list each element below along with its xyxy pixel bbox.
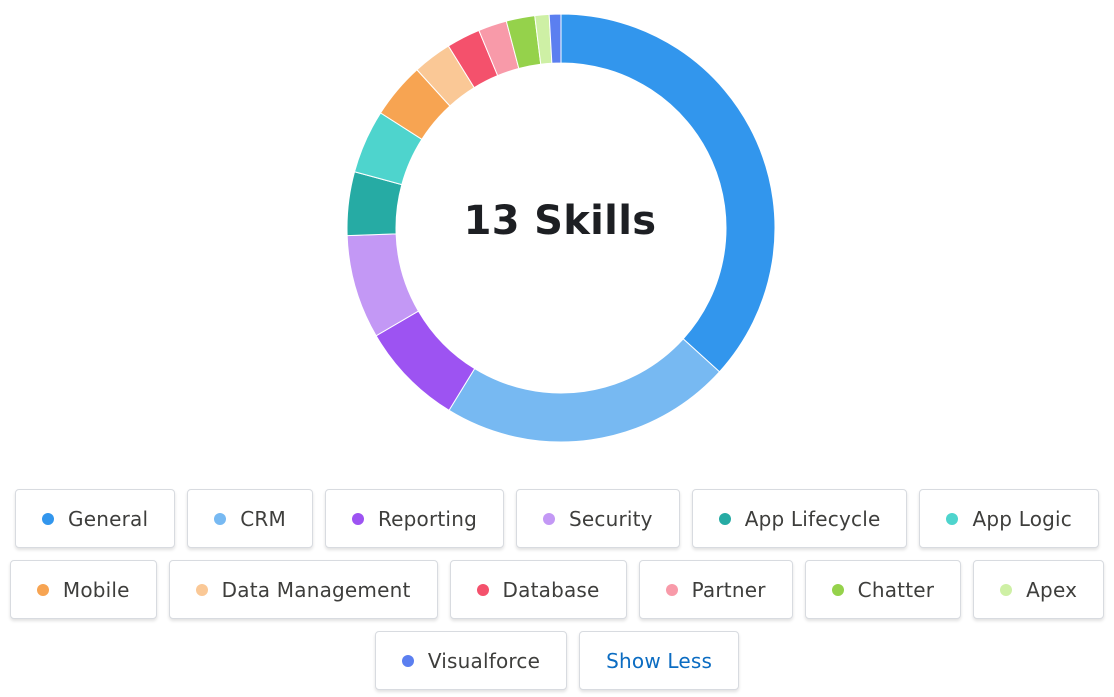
- legend-label: App Logic: [972, 506, 1072, 531]
- legend-item-general[interactable]: General: [15, 489, 176, 548]
- legend-label: CRM: [240, 506, 286, 531]
- apex-dot-icon: [1000, 583, 1013, 596]
- app-logic-dot-icon: [946, 512, 959, 525]
- donut-slice-crm[interactable]: [448, 338, 721, 443]
- mobile-dot-icon: [36, 583, 49, 596]
- legend-item-visualforce[interactable]: Visualforce: [374, 631, 568, 690]
- legend-label: App Lifecycle: [744, 506, 881, 531]
- legend-item-reporting[interactable]: Reporting: [324, 489, 504, 548]
- legend-label: General: [68, 506, 149, 531]
- skills-donut-chart: 13 Skills: [346, 13, 776, 443]
- legend-item-crm[interactable]: CRM: [187, 489, 313, 548]
- legend-row-1: General CRM Reporting Security App Lifec…: [0, 489, 1114, 548]
- legend-label: Partner: [691, 577, 766, 602]
- general-dot-icon: [42, 512, 54, 525]
- visualforce-dot-icon: [401, 654, 414, 667]
- partner-dot-icon: [665, 583, 678, 596]
- legend-item-partner[interactable]: Partner: [638, 560, 793, 619]
- legend-row-2: Mobile Data Management Database Partner …: [0, 560, 1114, 619]
- legend-label: Visualforce: [427, 648, 541, 673]
- security-dot-icon: [542, 512, 555, 525]
- reporting-dot-icon: [351, 512, 364, 525]
- show-less-label: Show Less: [606, 648, 713, 673]
- legend-label: Security: [568, 506, 653, 531]
- donut-slice-visualforce[interactable]: [548, 13, 562, 64]
- data-management-dot-icon: [195, 583, 208, 596]
- database-dot-icon: [476, 583, 489, 596]
- legend-item-chatter[interactable]: Chatter: [804, 560, 962, 619]
- legend-item-database[interactable]: Database: [449, 560, 627, 619]
- legend-label: Database: [502, 577, 600, 602]
- legend-item-data-management[interactable]: Data Management: [168, 560, 438, 619]
- legend-item-security[interactable]: Security: [515, 489, 680, 548]
- chatter-dot-icon: [831, 583, 844, 596]
- legend-item-app-lifecycle[interactable]: App Lifecycle: [691, 489, 908, 548]
- app-lifecycle-dot-icon: [718, 512, 731, 525]
- legend-row-3: Visualforce Show Less: [0, 631, 1114, 690]
- legend-item-apex[interactable]: Apex: [973, 560, 1105, 619]
- skills-count-label: 13 Skills: [463, 198, 657, 244]
- legend-label: Apex: [1026, 577, 1078, 602]
- show-less-button[interactable]: Show Less: [579, 631, 740, 690]
- legend-item-app-logic[interactable]: App Logic: [919, 489, 1099, 548]
- legend-label: Data Management: [221, 577, 411, 602]
- crm-dot-icon: [214, 512, 227, 525]
- legend-label: Reporting: [377, 506, 477, 531]
- donut-slice-general[interactable]: [560, 13, 776, 373]
- legend-label: Chatter: [857, 577, 935, 602]
- legend-item-mobile[interactable]: Mobile: [9, 560, 157, 619]
- legend-label: Mobile: [62, 577, 130, 602]
- donut-svg: [346, 13, 776, 443]
